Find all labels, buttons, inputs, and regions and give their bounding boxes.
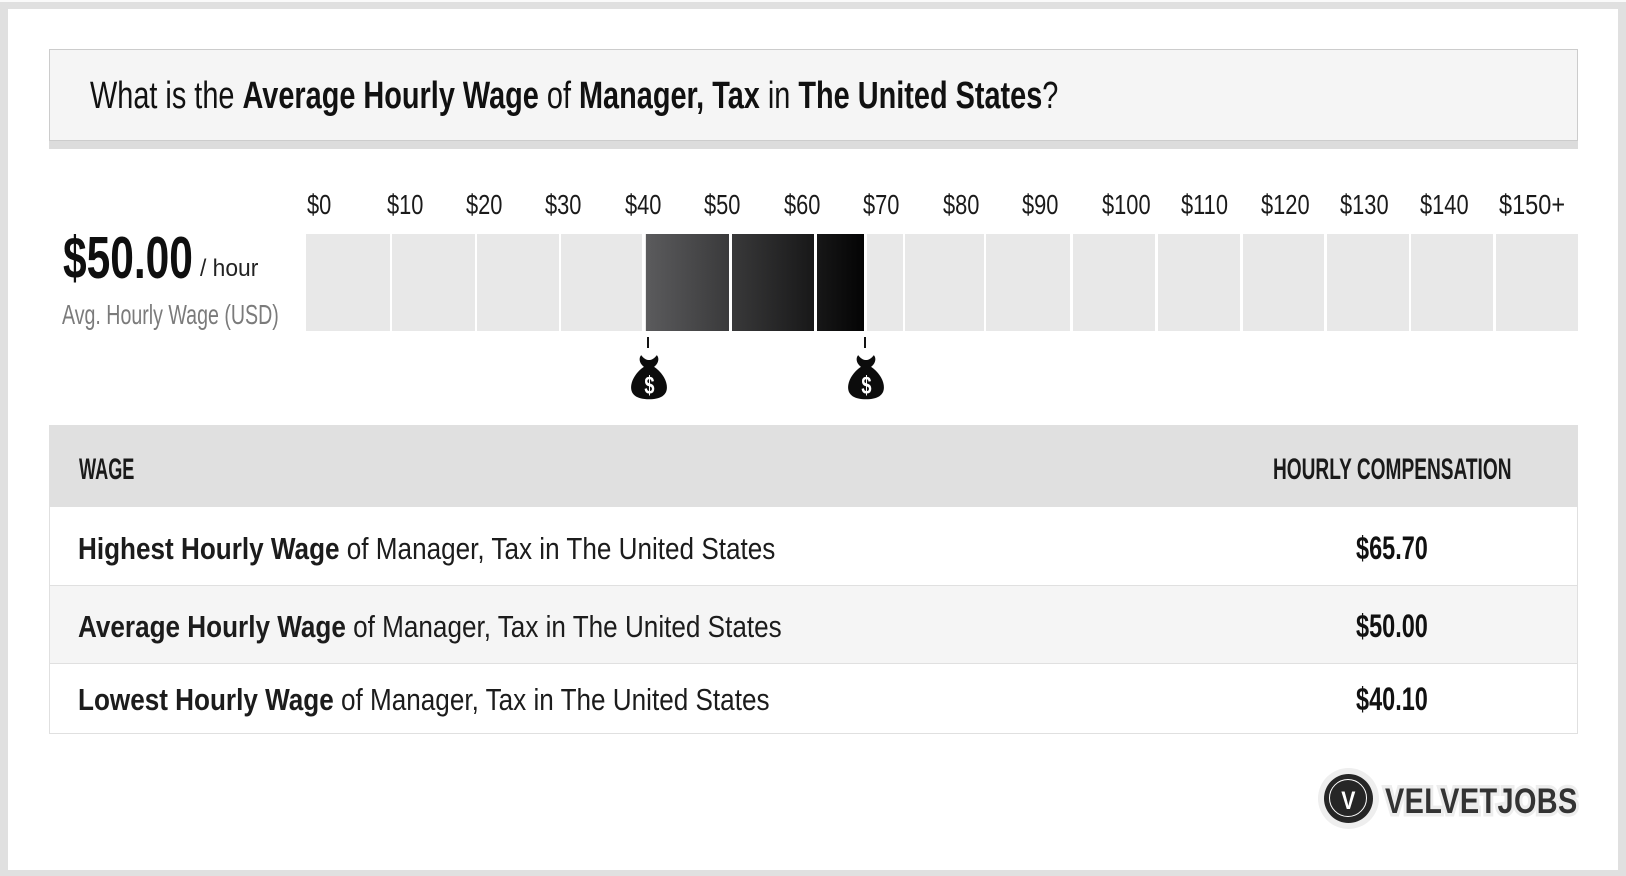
svg-text:$: $ — [861, 371, 871, 400]
svg-text:$: $ — [644, 371, 654, 400]
